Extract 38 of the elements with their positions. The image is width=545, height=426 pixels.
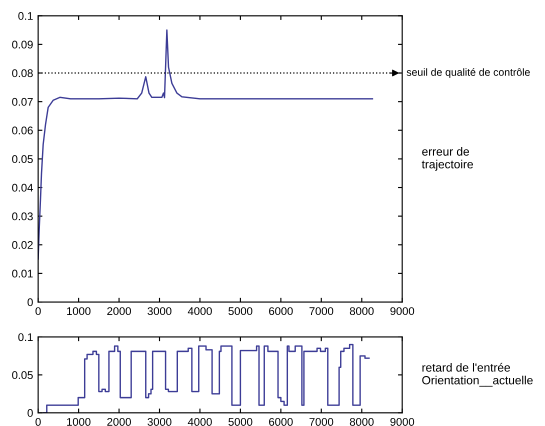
x-tick-label: 0 bbox=[35, 418, 41, 426]
line-series bbox=[38, 29, 374, 260]
y-axis-title: retard de l'entrée Orientation__actuelle bbox=[422, 362, 533, 387]
x-tick-label: 3000 bbox=[148, 418, 172, 426]
x-tick-label: 4000 bbox=[188, 418, 212, 426]
x-tick-label: 4000 bbox=[188, 307, 212, 316]
y-tick-label: 0.09 bbox=[12, 40, 33, 49]
y-tick-label: 0.06 bbox=[12, 126, 33, 134]
x-tick-label: 0 bbox=[35, 307, 41, 316]
x-tick-label: 8000 bbox=[350, 418, 374, 426]
y-tick-label: 0.01 bbox=[12, 270, 33, 278]
y-tick-label: 0.1 bbox=[18, 333, 33, 342]
y-tick-label: 0.02 bbox=[12, 241, 33, 249]
y-tick-label: 0 bbox=[28, 409, 33, 417]
x-tick-label: 3000 bbox=[148, 307, 172, 316]
x-tick-label: 1000 bbox=[67, 418, 91, 426]
x-tick-label: 9000 bbox=[390, 418, 414, 426]
x-tick-label: 5000 bbox=[228, 418, 252, 426]
y-tick-label: 0.1 bbox=[18, 12, 33, 20]
ref-line-label: seuil de qualité de contrôle bbox=[406, 68, 530, 78]
x-tick-label: 6000 bbox=[269, 418, 293, 426]
x-tick-label: 2000 bbox=[107, 418, 131, 426]
x-tick-label: 2000 bbox=[107, 307, 131, 316]
x-tick-label: 7000 bbox=[310, 307, 334, 316]
y-axis-title: erreur de trajectoire bbox=[422, 147, 473, 171]
x-tick-label: 8000 bbox=[350, 307, 374, 316]
x-tick-label: 6000 bbox=[269, 307, 293, 316]
x-tick-label: 5000 bbox=[228, 307, 252, 316]
y-tick-label: 0.04 bbox=[12, 184, 33, 192]
x-tick-label: 7000 bbox=[310, 418, 334, 426]
y-tick-label: 0.05 bbox=[12, 155, 33, 164]
y-tick-label: 0.03 bbox=[12, 212, 33, 220]
y-tick-label: 0.05 bbox=[12, 371, 33, 380]
y-tick-label: 0.08 bbox=[12, 69, 33, 78]
y-tick-label: 0.07 bbox=[12, 98, 33, 106]
x-tick-label: 1000 bbox=[67, 307, 91, 316]
y-tick-label: 0 bbox=[28, 298, 33, 306]
x-tick-label: 9000 bbox=[390, 307, 414, 316]
